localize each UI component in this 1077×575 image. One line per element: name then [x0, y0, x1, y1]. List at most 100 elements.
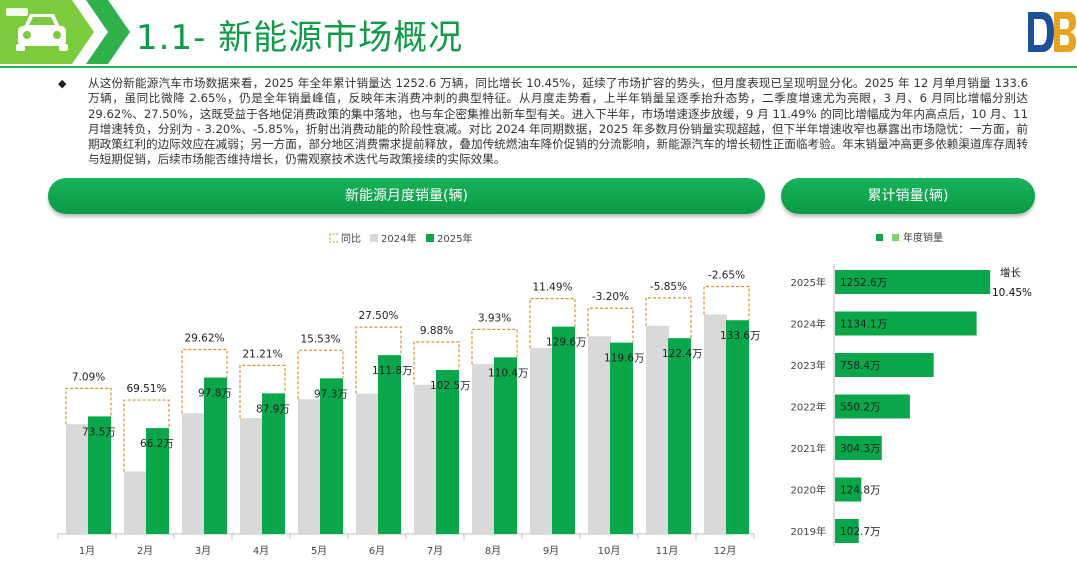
x-tick-label: 8月 [485, 545, 501, 557]
yoy-bracket [413, 341, 460, 385]
bar-2024 [298, 399, 321, 534]
yoy-percent-label: 11.49% [532, 282, 572, 294]
x-tick-label: 3月 [195, 545, 211, 557]
bar-2024 [472, 364, 495, 534]
header-divider [0, 66, 1077, 68]
cumulative-category-label: 2020年 [791, 484, 826, 497]
monthly-sales-chart: 同比 2024年 2025年 73.5万 7.09% 1月 66.2万 69.51% 2月 97.… [57, 232, 761, 557]
yoy-percent-label: -2.65% [708, 269, 745, 281]
legend-2025-label: 2025年 [437, 232, 472, 245]
bar-2024 [66, 424, 89, 534]
bar-2025-value-label: 97.8万 [198, 388, 232, 400]
bar-2025 [88, 416, 111, 534]
x-tick-label: 4月 [253, 545, 269, 557]
bar-2025 [436, 370, 459, 534]
x-tick-label: 10月 [598, 545, 621, 557]
bar-2024 [530, 348, 553, 534]
bar-2025-value-label: 119.6万 [604, 353, 645, 365]
cumulative-value-label: 102.7万 [840, 526, 881, 538]
legend-2024-swatch [370, 234, 378, 242]
bar-2025-value-label: 122.4万 [662, 348, 703, 360]
yoy-percent-label: 69.51% [126, 383, 166, 395]
yoy-percent-label: 3.93% [478, 312, 511, 324]
bar-2025-value-label: 87.9万 [256, 403, 290, 415]
yoy-percent-label: -3.20% [592, 291, 629, 303]
yoy-bracket [471, 328, 518, 365]
bar-2025-value-label: 73.5万 [82, 426, 116, 438]
legend-2025-swatch [426, 234, 434, 242]
bar-2025-value-label: 66.2万 [140, 438, 174, 450]
cumulative-value-label: 124.8万 [840, 485, 881, 497]
bar-2025 [320, 378, 343, 534]
yoy-bracket [181, 348, 228, 414]
bar-2025 [146, 428, 169, 534]
bar-2024 [414, 384, 437, 534]
yoy-percent-label: 21.21% [242, 348, 282, 360]
cumulative-value-label: 1252.6万 [840, 277, 887, 289]
yoy-bracket [65, 387, 112, 425]
cumulative-bar [835, 353, 934, 377]
yoy-bracket [645, 297, 692, 339]
bar-2024 [356, 393, 379, 534]
yoy-percent-label: 27.50% [358, 310, 398, 322]
cumulative-bar [835, 394, 910, 419]
bar-2025 [204, 377, 227, 534]
legend-yoy-swatch [329, 233, 338, 243]
bar-2025 [668, 338, 691, 534]
bar-2025 [494, 357, 517, 534]
cumulative-chart-title: 累计销量(辆) [781, 178, 1035, 214]
bar-2024 [646, 325, 669, 534]
bar-2025-value-label: 129.6万 [546, 337, 587, 349]
yoy-bracket [587, 307, 634, 343]
legend-2024-label: 2024年 [381, 232, 416, 245]
x-tick-label: 7月 [427, 545, 443, 557]
x-tick-label: 6月 [369, 545, 385, 557]
cumulative-bar [835, 436, 882, 460]
x-tick-label: 2月 [137, 545, 153, 557]
bar-2025 [610, 342, 633, 534]
cumulative-category-label: 2025年 [791, 276, 826, 289]
cumulative-bar [835, 477, 862, 502]
x-tick-label: 11月 [656, 545, 679, 557]
cumulative-category-label: 2024年 [791, 318, 826, 331]
cumulative-category-label: 2021年 [791, 442, 826, 455]
yoy-bracket [703, 285, 750, 321]
page-title: 1.1- 新能源市场概况 [136, 18, 464, 58]
car-icon [16, 14, 68, 51]
legend-swatch-dark [876, 234, 883, 241]
bar-2025-value-label: 111.8万 [372, 365, 413, 377]
bar-2025 [378, 355, 401, 534]
yoy-percent-label: 9.88% [420, 325, 453, 337]
DB-logo-icon [1028, 12, 1076, 52]
yoy-bracket [297, 349, 344, 400]
bar-2024 [588, 336, 611, 534]
growth-annotation-label: 增长 [1000, 266, 1021, 279]
bar-2025-value-label: 102.5万 [430, 380, 471, 392]
yoy-percent-label: -5.85% [650, 281, 687, 293]
yoy-percent-label: 29.62% [184, 333, 224, 345]
cumulative-value-label: 304.3万 [840, 443, 881, 455]
cumulative-sales-chart: 年度销量 1252.6万 2025年 1134.1万 2024年 758.4万 2023年 5… [791, 231, 1032, 546]
bar-2025-value-label: 97.3万 [314, 388, 348, 400]
cumulative-value-label: 1134.1万 [840, 319, 887, 331]
yoy-bracket [123, 399, 170, 472]
cumulative-value-label: 758.4万 [840, 360, 881, 372]
header-band [0, 0, 130, 64]
yoy-bracket [529, 298, 576, 349]
yoy-percent-label: 7.09% [72, 371, 105, 383]
x-tick-label: 9月 [543, 545, 559, 557]
legend-annual-label: 年度销量 [903, 231, 943, 244]
bar-2024 [124, 471, 147, 534]
yoy-percent-label: 15.53% [300, 333, 340, 345]
monthly-chart-title: 新能源月度销量(辆) [48, 178, 765, 214]
legend-yoy-label: 同比 [341, 233, 361, 245]
x-tick-label: 1月 [79, 545, 95, 557]
bar-2025 [262, 393, 285, 534]
cumulative-category-label: 2023年 [791, 359, 826, 372]
bar-2024 [704, 314, 727, 534]
bar-2025-value-label: 133.6万 [720, 330, 761, 342]
cumulative-category-label: 2019年 [791, 525, 826, 538]
cumulative-bar [835, 270, 991, 294]
monthly-legend: 同比 2024年 2025年 [329, 232, 472, 245]
summary-paragraph: 从这份新能源汽车市场数据来看，2025 年全年累计销量达 1252.6 万辆，同… [88, 76, 1028, 167]
